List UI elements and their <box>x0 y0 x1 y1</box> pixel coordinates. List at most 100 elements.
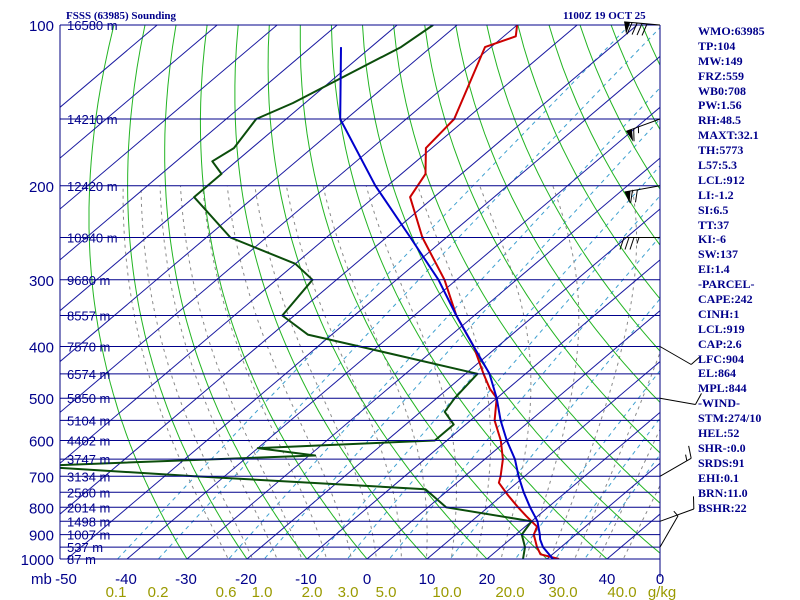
isotherm-line <box>126 106 660 559</box>
mixing-ratio-label: 5.0 <box>376 584 397 600</box>
index-entry: LCL:919 <box>698 321 745 336</box>
temperature-tick-label: 40 <box>599 571 616 588</box>
index-entry: FRZ:559 <box>698 68 744 83</box>
index-entry: SW:137 <box>698 247 739 262</box>
isotherm-line <box>60 25 638 515</box>
height-label: 3747 m <box>67 452 110 467</box>
index-entry: SHR-:0.0 <box>698 440 746 455</box>
wind-barb <box>624 21 661 36</box>
moist-adiabat-line <box>226 185 353 559</box>
index-entry: MW:149 <box>698 53 743 68</box>
moist-adiabat-line <box>159 185 278 559</box>
index-entry: LI:-1.2 <box>698 187 734 202</box>
temperature-tick-label: -20 <box>235 571 257 588</box>
mixing-ratio-line <box>449 298 660 559</box>
isotherm-line <box>186 157 660 559</box>
mixing-ratio-label: 10.0 <box>432 584 461 600</box>
moist-adiabat-line <box>322 185 428 559</box>
temperature-tick-label: 0 <box>363 571 371 588</box>
dry-adiabat-line <box>299 25 548 559</box>
isotherm-line <box>306 259 660 559</box>
index-entry: SRDS:91 <box>698 455 745 470</box>
height-label: 10940 m <box>67 230 118 245</box>
index-entry: -WIND- <box>698 396 740 411</box>
mixing-ratio-label: 3.0 <box>338 584 359 600</box>
mixing-ratio-label: 40.0 <box>607 584 636 600</box>
moist-adiabat-line <box>524 185 580 559</box>
moist-adiabat-line <box>180 185 303 559</box>
dry-adiabat-line <box>127 25 248 559</box>
dry-adiabat-line <box>486 25 660 352</box>
index-entry: TP:104 <box>698 38 736 53</box>
index-entry: MPL:844 <box>698 381 747 396</box>
index-entry: EHI:0.1 <box>698 470 740 485</box>
pressure-tick-label: 1000 <box>21 552 54 569</box>
index-entry: PW:1.56 <box>698 98 742 113</box>
isotherm-line <box>486 411 660 559</box>
height-label: 9680 m <box>67 273 110 288</box>
dry-adiabat-line <box>199 25 368 559</box>
wind-barb <box>659 346 701 365</box>
mixing-ratio-label: 1.0 <box>252 584 273 600</box>
mixing-ratio-label: 0.1 <box>106 584 127 600</box>
temperature-tick-label: -30 <box>175 571 197 588</box>
height-label: 1007 m <box>67 528 110 543</box>
index-entry: LCL:912 <box>698 172 745 187</box>
profile-curves <box>60 25 560 559</box>
mixing-ratio-line <box>388 235 660 559</box>
dry-adiabat-line <box>767 25 800 570</box>
pressure-tick-label: 500 <box>29 391 54 408</box>
index-entry: KI:-6 <box>698 232 726 247</box>
dry-adiabat-line <box>164 25 308 559</box>
isotherm-line <box>60 25 338 261</box>
moist-adiabat-line <box>549 185 637 559</box>
height-label: 5850 m <box>67 391 110 406</box>
moist-adiabat-line <box>254 185 377 559</box>
temperature-tick-label: -50 <box>55 571 77 588</box>
sounding-datetime: 1100Z 19 OCT 25 <box>563 10 646 22</box>
pressure-tick-label: 800 <box>29 500 54 517</box>
pressure-tick-label: 300 <box>29 273 54 290</box>
height-label: 8557 m <box>67 309 110 324</box>
isotherm-line <box>60 25 278 210</box>
mixing-ratio-label: 30.0 <box>548 584 577 600</box>
pressure-tick-label: 700 <box>29 469 54 486</box>
moist-adiabat-line <box>202 185 328 559</box>
plot-frame <box>59 24 661 577</box>
wind-barb <box>619 237 660 250</box>
wind-barb <box>626 118 661 142</box>
wind-barb <box>659 393 702 405</box>
background-grid <box>60 25 800 570</box>
dry-adiabat-line <box>517 25 660 300</box>
isotherm-line <box>60 25 398 312</box>
mixing-ratio-label: 20.0 <box>495 584 524 600</box>
height-label: 537 m <box>67 540 103 555</box>
mixing-ratio-line <box>228 87 660 559</box>
isotherm-line <box>246 208 660 559</box>
index-entry: EI:1.4 <box>698 262 730 277</box>
mixing-ratio-line <box>157 26 660 559</box>
mixing-ratio-line <box>263 118 660 559</box>
temperature-tick-label: -10 <box>295 571 317 588</box>
wind-barb <box>659 445 692 477</box>
wind-barb <box>659 510 679 548</box>
dry-adiabat-line <box>267 25 488 559</box>
moist-adiabat-line <box>365 185 457 559</box>
index-entry: TH:5773 <box>698 143 744 158</box>
index-entry: RH:48.5 <box>698 113 741 128</box>
temperature-tick-label: -40 <box>115 571 137 588</box>
pressure-tick-label: 100 <box>29 18 54 35</box>
height-label: 2560 m <box>67 485 110 500</box>
moist-adiabat-line <box>122 185 229 559</box>
isotherm-line <box>546 462 660 559</box>
height-label: 16580 m <box>67 18 118 33</box>
index-entry: CINH:1 <box>698 306 740 321</box>
height-label: 14210 m <box>67 112 118 127</box>
index-entry: MAXT:32.1 <box>698 128 759 143</box>
index-entry: SI:6.5 <box>698 202 729 217</box>
index-entry: L57:5.3 <box>698 158 737 173</box>
moist-adiabat-line <box>140 185 254 559</box>
temperature-tick-label: 0 <box>656 571 664 588</box>
pressure-tick-label: 400 <box>29 340 54 357</box>
